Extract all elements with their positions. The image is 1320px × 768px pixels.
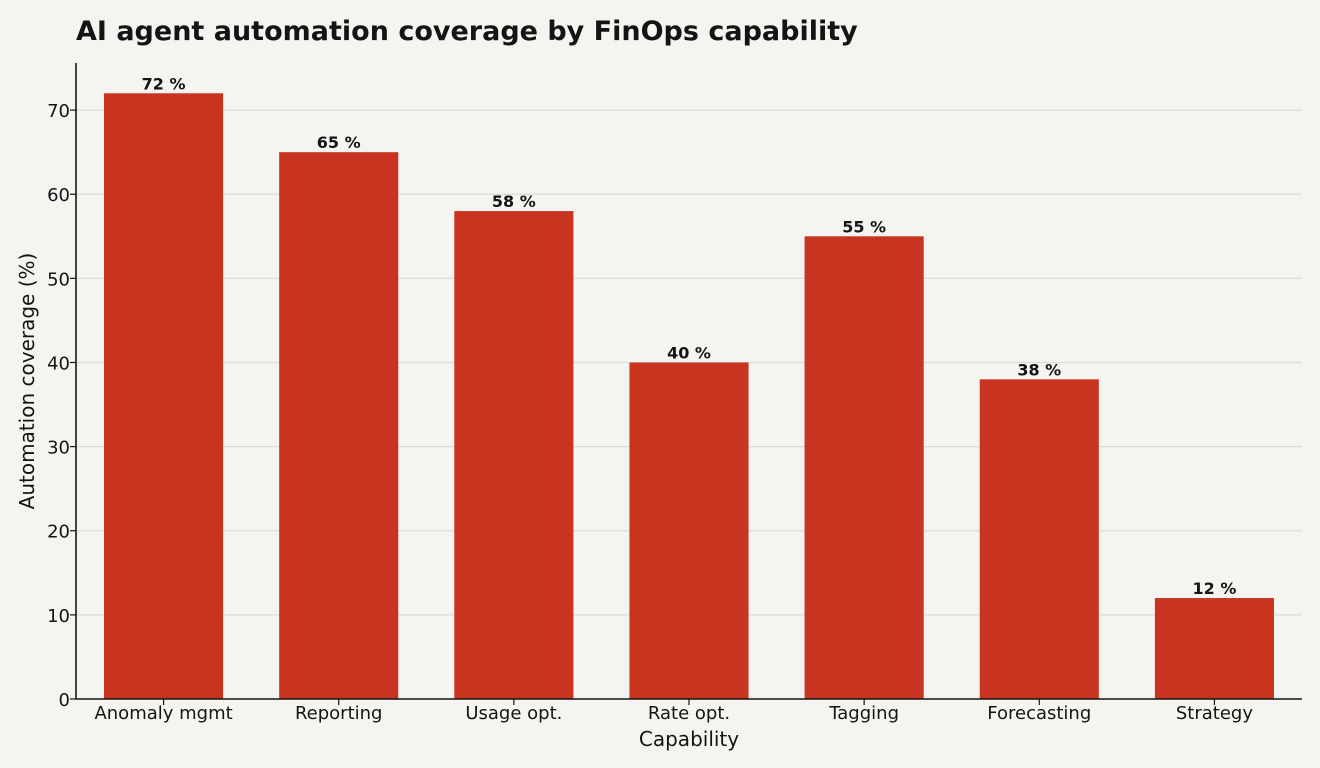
bar-value-label: 72 % [142, 74, 186, 93]
bar-value-label: 38 % [1017, 360, 1061, 379]
bar [804, 236, 924, 700]
y-tick-label: 30 [47, 438, 70, 459]
x-axis: Anomaly mgmt Reporting Usage opt. Rate opt.… [76, 698, 1302, 724]
x-axis-label: Capability [639, 727, 739, 751]
bar-value-label: 55 % [842, 217, 886, 236]
bar [454, 211, 574, 700]
y-tick-label: 40 [47, 353, 70, 374]
bar [629, 362, 749, 699]
bar [104, 93, 224, 700]
y-axis-label: Automation coverage (%) [15, 253, 39, 510]
bar-value-label: 12 % [1192, 579, 1236, 598]
y-tick-label: 50 [47, 269, 70, 290]
x-tick-label: Rate opt. [648, 703, 730, 724]
bar-value-label: 58 % [492, 192, 536, 211]
y-axis: 0 10 20 30 40 50 60 70 [47, 63, 77, 711]
x-tick-label: Usage opt. [465, 703, 562, 724]
x-tick-label: Tagging [828, 703, 899, 724]
y-tick-label: 10 [47, 606, 70, 627]
x-tick-label: Strategy [1176, 703, 1253, 724]
y-tick-label: 60 [47, 185, 70, 206]
y-tick-label: 20 [47, 522, 70, 543]
bar [1154, 598, 1274, 699]
chart-title: AI agent automation coverage by FinOps c… [76, 16, 858, 47]
x-tick-label: Reporting [295, 703, 383, 724]
bar-value-label: 65 % [317, 133, 361, 152]
y-tick-label: 70 [47, 101, 70, 122]
x-tick-label: Anomaly mgmt [94, 703, 232, 724]
bar [279, 152, 399, 699]
bar-value-labels: 72 % 65 % 58 % 40 % 55 % 38 % 12 % [142, 74, 1237, 598]
bar [979, 379, 1099, 699]
bars [104, 93, 1274, 700]
y-tick-label: 0 [59, 690, 70, 711]
x-tick-label: Forecasting [987, 703, 1091, 724]
bar-value-label: 40 % [667, 343, 711, 362]
